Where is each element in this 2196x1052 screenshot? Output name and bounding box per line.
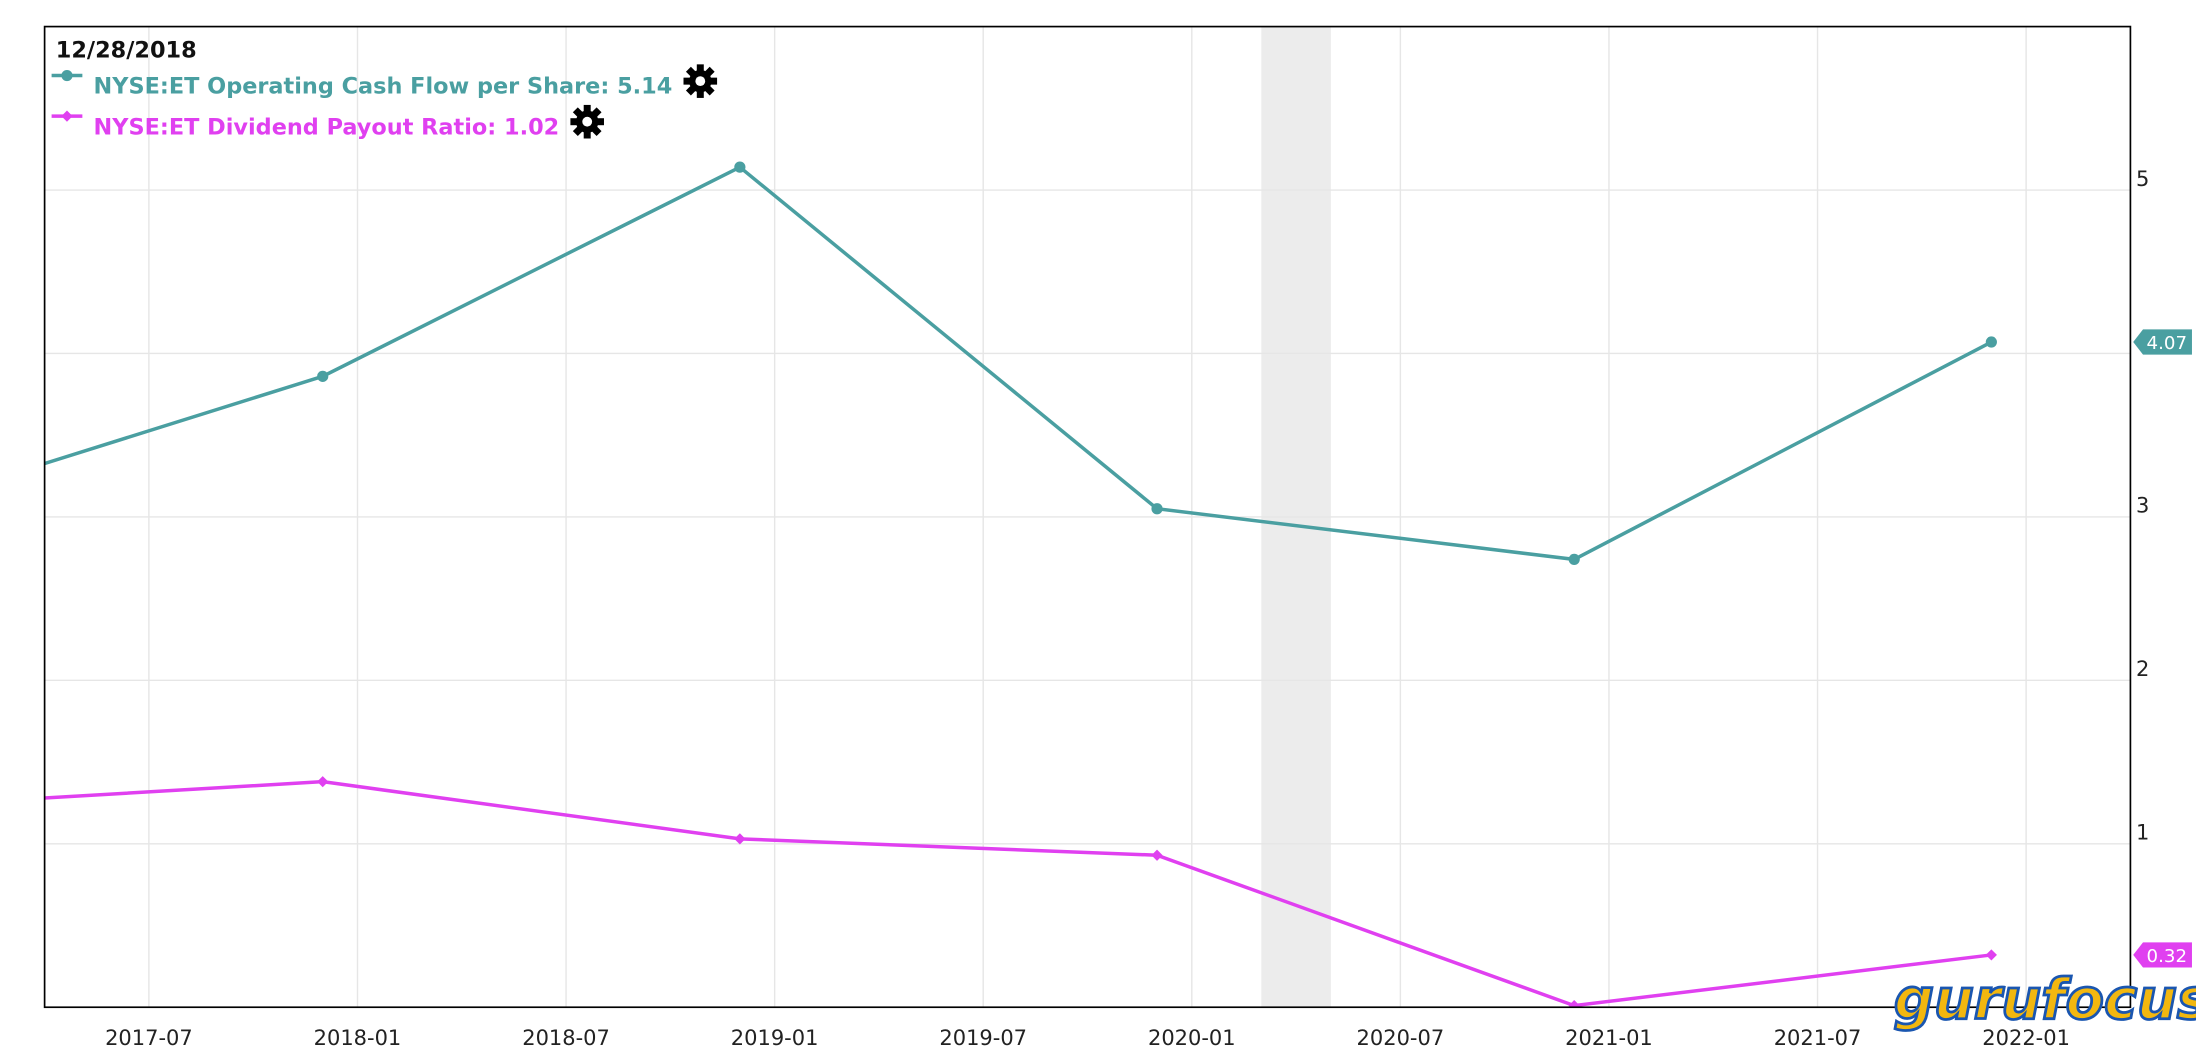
x-tick-label: 2020-01 [1148, 1026, 1236, 1050]
point [734, 833, 746, 845]
x-tick-label: 2018-07 [522, 1026, 610, 1050]
x-tick-label: 2019-01 [731, 1026, 819, 1050]
logo: gurufocus [1894, 967, 2196, 1032]
gear-tooth [696, 64, 704, 73]
end-badge [2133, 942, 2192, 968]
x-tick-label: 2021-07 [1774, 1026, 1862, 1050]
point [1568, 553, 1580, 565]
point [1151, 503, 1163, 515]
point [317, 776, 329, 788]
x-tick-label: 2020-07 [1357, 1026, 1445, 1050]
date-label: 12/28/2018 [56, 37, 197, 63]
legend-value: 5.14 [617, 74, 672, 100]
x-tick-label: 2017-07 [105, 1026, 193, 1050]
y-tick-label: 3 [2136, 494, 2149, 518]
gear-tooth [583, 104, 591, 114]
gear-hole [695, 76, 706, 87]
gear-tooth [583, 130, 591, 139]
plot-frame [43, 25, 2132, 1009]
gear-tooth [696, 89, 704, 98]
end-label: 4.07 [2147, 333, 2187, 354]
series-line [44, 779, 1992, 1008]
series-line [44, 165, 1993, 562]
legend-marker [61, 69, 73, 82]
settings-icon[interactable] [683, 64, 718, 98]
point [734, 161, 746, 173]
legend-label: NYSE:ET Operating Cash Flow per Share: 5… [94, 74, 673, 100]
end-badge [2133, 329, 2192, 355]
legend-value: 1.02 [504, 114, 559, 140]
x-tick-label: 2018-01 [314, 1026, 402, 1050]
y-tick-label: 5 [2136, 167, 2149, 191]
end-label: 0.32 [2147, 946, 2187, 967]
x-tick-label: 2019-07 [939, 1026, 1027, 1050]
point [317, 370, 329, 382]
y-tick-label: 1 [2136, 821, 2149, 845]
legend-label: NYSE:ET Dividend Payout Ratio: 1.02 [94, 114, 560, 140]
x-tick-label: 2022-01 [1982, 1026, 2070, 1050]
point [1985, 336, 1997, 348]
settings-icon[interactable] [570, 104, 604, 139]
y-tick-label: 2 [2136, 657, 2149, 681]
gear-hole [582, 116, 593, 127]
point [1568, 1000, 1580, 1008]
legend-sep: : [600, 74, 617, 100]
legend-sep: : [487, 114, 504, 140]
x-tick-label: 2021-01 [1565, 1026, 1653, 1050]
legend-marker [61, 110, 73, 122]
point [1985, 949, 1997, 961]
legend-name: NYSE:ET Dividend Payout Ratio [94, 114, 488, 140]
legend-name: NYSE:ET Operating Cash Flow per Share [94, 74, 601, 100]
